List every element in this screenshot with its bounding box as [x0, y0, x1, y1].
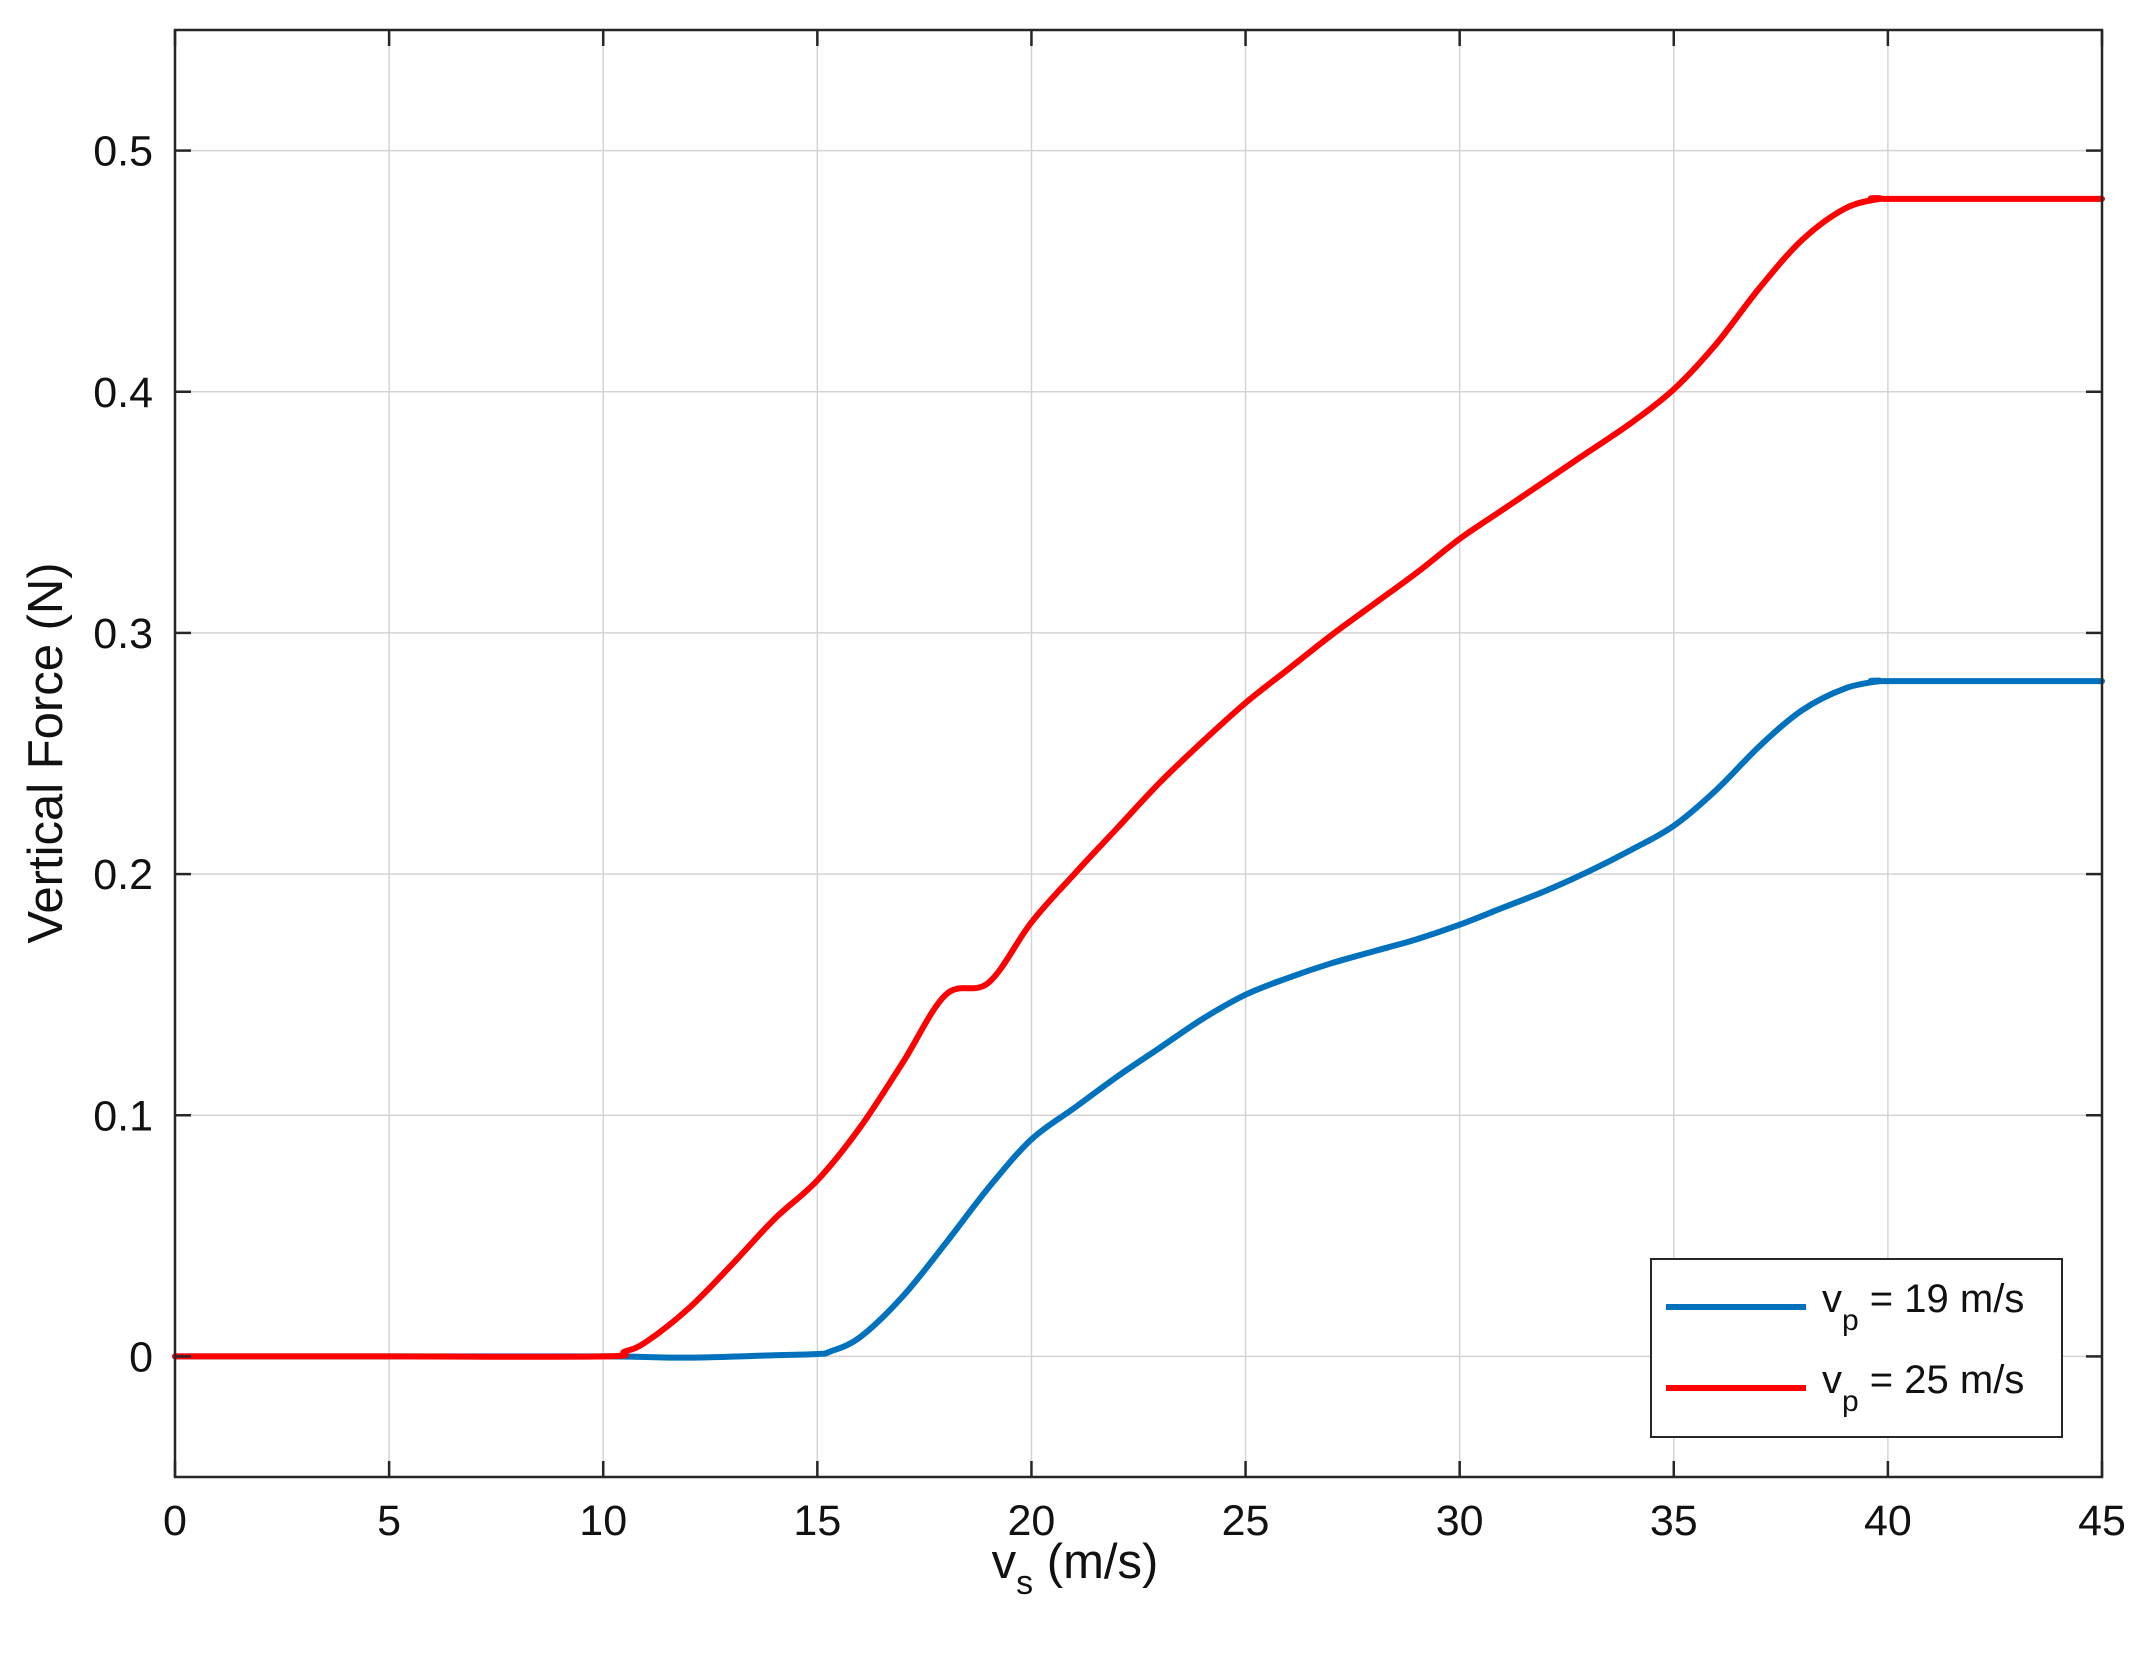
x-tick-label: 25	[1222, 1497, 1270, 1545]
legend-label-series-2-main: v	[1822, 1358, 1842, 1402]
y-tick-label: 0.5	[93, 128, 153, 176]
y-axis-label: Vertical Force (N)	[19, 562, 73, 943]
y-tick-label: 0	[129, 1333, 153, 1381]
x-axis-label-main: v	[992, 1535, 1017, 1589]
y-tick-label: 0.3	[93, 610, 153, 658]
x-axis-label: vs (m/s)	[992, 1535, 1159, 1602]
series-line-1	[172, 677, 2105, 1361]
legend-label-series-2-sub: p	[1842, 1385, 1859, 1418]
legend-box	[1650, 1258, 2063, 1438]
legend-label-series-1: vp = 19 m/s	[1822, 1277, 2024, 1337]
x-tick-label: 20	[1008, 1497, 1056, 1545]
legend-label-series-1-sub: p	[1842, 1304, 1859, 1337]
legend-label-series-1-rest: = 19 m/s	[1859, 1277, 2025, 1321]
y-tick-label: 0.4	[93, 369, 153, 417]
series-layer	[172, 195, 2105, 1361]
x-tick-label: 35	[1650, 1497, 1698, 1545]
x-tick-labels: 0 5 10 15 20 25 30 35 40 45	[163, 1497, 2126, 1545]
y-tick-labels: 0 0.1 0.2 0.3 0.4 0.5	[93, 128, 153, 1382]
y-tick-label: 0.2	[93, 851, 153, 899]
x-tick-label: 40	[1864, 1497, 1912, 1545]
x-tick-label: 15	[793, 1497, 841, 1545]
plot-area	[175, 30, 2102, 1477]
legend-label-series-1-main: v	[1822, 1277, 1842, 1321]
plot-frame	[173, 28, 2104, 1479]
tick-marks	[173, 30, 2104, 1477]
x-tick-label: 10	[579, 1497, 627, 1545]
x-axis-label-sub: s	[1016, 1564, 1033, 1602]
x-tick-label: 0	[163, 1497, 187, 1545]
x-tick-label: 30	[1436, 1497, 1484, 1545]
x-tick-label: 5	[377, 1497, 401, 1545]
legend: vp = 19 m/s vp = 25 m/s	[1650, 1258, 2063, 1438]
x-tick-label: 45	[2078, 1497, 2126, 1545]
grid-lines	[174, 30, 2103, 1477]
legend-label-series-2: vp = 25 m/s	[1822, 1358, 2024, 1418]
series-line-2	[172, 195, 2105, 1360]
y-tick-label: 0.1	[93, 1092, 153, 1140]
legend-label-series-2-rest: = 25 m/s	[1859, 1358, 2025, 1402]
x-axis-label-unit: (m/s)	[1033, 1535, 1158, 1589]
